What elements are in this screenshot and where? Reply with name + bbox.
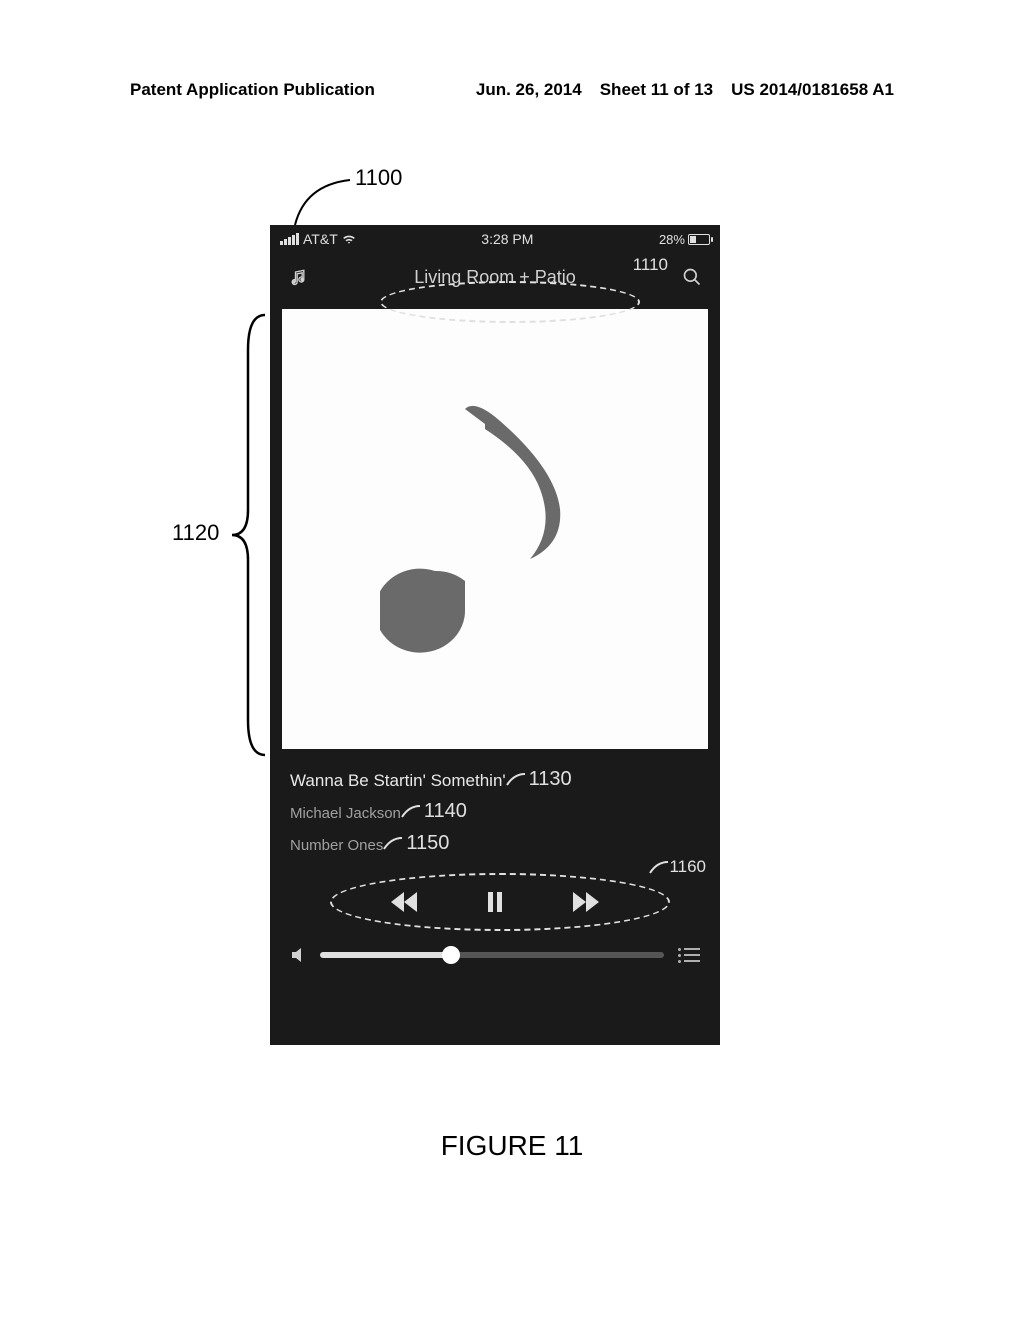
nav-bar: Living Room + Patio 1110 xyxy=(270,253,720,301)
volume-icon xyxy=(290,947,306,963)
music-note-icon xyxy=(380,379,610,679)
volume-row xyxy=(270,937,720,963)
room-selector[interactable]: Living Room + Patio xyxy=(414,267,576,288)
track-info: Wanna Be Startin' Somethin'1130 Michael … xyxy=(270,749,720,867)
header-sheet: Sheet 11 of 13 xyxy=(600,80,713,100)
signal-icon xyxy=(280,233,299,245)
battery-icon xyxy=(688,234,710,245)
music-library-icon[interactable] xyxy=(288,267,308,287)
volume-thumb[interactable] xyxy=(442,946,460,964)
header-pubno: US 2014/0181658 A1 xyxy=(731,80,894,100)
header-date: Jun. 26, 2014 xyxy=(476,80,582,100)
search-icon[interactable] xyxy=(682,267,702,287)
pause-button[interactable] xyxy=(485,890,505,914)
volume-slider[interactable] xyxy=(320,952,664,958)
track-title: Wanna Be Startin' Somethin' xyxy=(290,771,506,790)
ref-1110: 1110 xyxy=(633,255,668,275)
page-header: Patent Application Publication Jun. 26, … xyxy=(130,80,894,100)
battery-pct-label: 28% xyxy=(659,232,685,247)
track-artist: Michael Jackson xyxy=(290,805,401,822)
carrier-label: AT&T xyxy=(303,231,338,247)
wifi-icon xyxy=(342,232,356,246)
previous-button[interactable] xyxy=(387,890,421,914)
ref-1160: 1160 xyxy=(649,857,706,877)
clock-label: 3:28 PM xyxy=(481,231,533,247)
ref-1100: 1100 xyxy=(355,165,402,191)
header-left: Patent Application Publication xyxy=(130,80,375,100)
track-album: Number Ones xyxy=(290,837,383,854)
lead-line-1100 xyxy=(290,175,360,230)
status-bar: AT&T 3:28 PM 28% xyxy=(270,225,720,253)
phone-screen: AT&T 3:28 PM 28% Living Room + Patio xyxy=(270,225,720,1045)
queue-icon[interactable] xyxy=(678,948,700,963)
transport-controls: 1160 xyxy=(270,867,720,937)
figure-caption: FIGURE 11 xyxy=(0,1130,1024,1162)
next-button[interactable] xyxy=(569,890,603,914)
ref-1120: 1120 xyxy=(172,520,219,546)
album-art-area[interactable] xyxy=(282,309,708,749)
ref-1130: 1130 xyxy=(506,763,572,795)
ref-1140: 1140 xyxy=(401,795,467,827)
brace-1120 xyxy=(230,310,270,760)
ref-1150: 1150 xyxy=(383,827,449,859)
